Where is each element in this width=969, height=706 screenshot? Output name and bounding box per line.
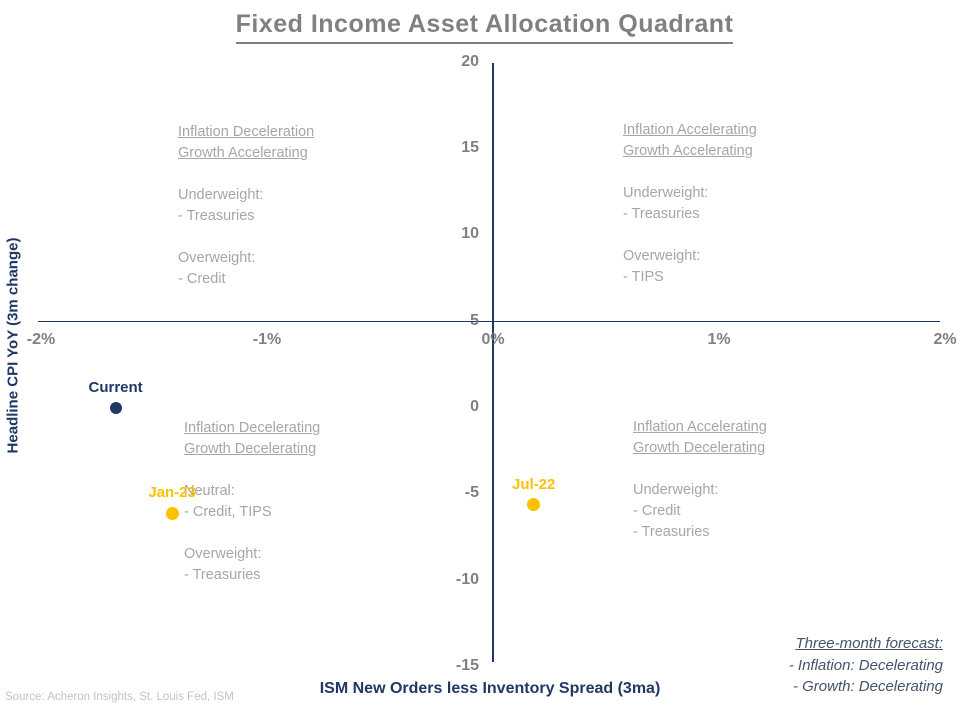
quadrant-section-item: - Credit <box>178 271 226 287</box>
y-tick-label: -10 <box>455 570 479 588</box>
x-axis-title: ISM New Orders less Inventory Spread (3m… <box>319 680 661 697</box>
quadrant-section-item: - TIPS <box>623 269 664 285</box>
chart-title-text: Fixed Income Asset Allocation Quadrant <box>235 10 734 44</box>
quadrant-header-line: Growth Accelerating <box>623 143 753 159</box>
quadrant-section-item: - Credit <box>633 503 681 519</box>
y-tick-label: 0 <box>470 397 479 415</box>
quadrant-header: Inflation Accelerating Growth Acceleratin… <box>623 120 757 162</box>
quadrant-header-line: Inflation Decelerating <box>184 420 321 436</box>
quadrant-section-item: - Credit, TIPS <box>184 504 272 520</box>
chart-title: Fixed Income Asset Allocation Quadrant <box>0 10 969 44</box>
quadrant-header-line: Growth Accelerating <box>178 145 308 161</box>
quadrant-section: Overweight: - TIPS <box>623 246 757 288</box>
quadrant-section: Underweight: - Treasuries <box>178 185 314 227</box>
quadrant-section: Underweight: - Treasuries <box>623 183 757 225</box>
y-tick-label: 15 <box>461 138 479 156</box>
quadrant-section: Neutral: - Credit, TIPS <box>184 481 320 523</box>
forecast-line-growth: - Growth: Decelerating <box>792 678 943 695</box>
quadrant-section-item: - Treasuries <box>633 524 710 540</box>
quadrant-section-item: - Treasuries <box>623 206 700 222</box>
x-tick-label: 0% <box>481 331 505 348</box>
quadrant-header-line: Growth Decelerating <box>633 440 766 456</box>
quadrant-section-item: - Treasuries <box>178 208 255 224</box>
x-axis-line <box>38 320 940 323</box>
y-tick-label: 20 <box>461 52 479 70</box>
data-point-jan-23 <box>165 506 179 520</box>
quadrant-header: Inflation Decelerating Growth Deceleratin… <box>184 418 320 460</box>
quadrant-section: Overweight: - Treasuries <box>184 544 320 586</box>
data-point-jul-22 <box>527 498 541 512</box>
quadrant-section-title: Neutral: <box>184 483 235 499</box>
x-tick-label: 2% <box>933 331 957 348</box>
quadrant-header-line: Growth Decelerating <box>184 441 317 457</box>
quadrant-section-title: Overweight: <box>184 546 262 562</box>
quadrant-section: Overweight: - Credit <box>178 248 314 290</box>
quadrant-header: Inflation Accelerating Growth Deceleratin… <box>633 417 767 459</box>
quadrant-header-line: Inflation Deceleration <box>178 124 315 140</box>
x-tick-label: 1% <box>707 331 731 348</box>
x-tick-label: -2% <box>26 331 56 348</box>
y-tick-label: 10 <box>461 225 479 243</box>
quadrant-section-title: Underweight: <box>178 187 264 203</box>
quadrant-note-top-left: Inflation Deceleration Growth Acceleratin… <box>178 122 314 290</box>
point-label-jan-23: Jan-23 <box>148 484 196 502</box>
quadrant-header-line: Inflation Accelerating <box>623 122 757 138</box>
quadrant-section-title: Overweight: <box>178 250 256 266</box>
quadrant-section-title: Underweight: <box>623 185 709 201</box>
y-tick-label: -15 <box>455 657 479 674</box>
quadrant-header-line: Inflation Accelerating <box>633 419 767 435</box>
quadrant-note-bottom-right: Inflation Accelerating Growth Deceleratin… <box>633 417 767 543</box>
forecast-note: Three-month forecast: - Inflation: Decel… <box>789 633 943 698</box>
source-note: Source: Acheron Insights, St. Louis Fed,… <box>5 691 234 703</box>
forecast-title: Three-month forecast: <box>795 635 943 652</box>
point-label-jul-22: Jul-22 <box>511 475 556 493</box>
forecast-line-inflation: - Inflation: Decelerating <box>788 656 943 674</box>
y-axis-line <box>492 62 494 662</box>
y-tick-label: -5 <box>464 484 479 502</box>
quadrant-note-bottom-left: Inflation Decelerating Growth Deceleratin… <box>184 418 320 586</box>
quadrant-section-title: Underweight: <box>633 482 719 498</box>
data-point-current <box>109 401 122 414</box>
quadrant-note-top-right: Inflation Accelerating Growth Acceleratin… <box>623 120 757 288</box>
point-label-current: Current <box>88 378 143 396</box>
x-tick-label: -1% <box>252 331 282 348</box>
quadrant-section: Underweight: - Credit - Treasuries <box>633 480 767 543</box>
y-tick-label: 5 <box>470 311 479 329</box>
quadrant-section-item: - Treasuries <box>184 567 261 583</box>
quadrant-header: Inflation Deceleration Growth Acceleratin… <box>178 122 314 164</box>
quadrant-section-title: Overweight: <box>623 248 701 264</box>
